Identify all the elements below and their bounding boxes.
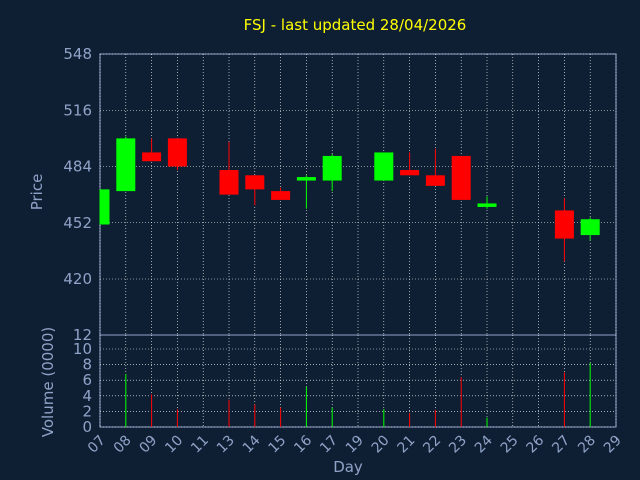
x-tick-label: 22	[420, 433, 444, 457]
x-tick-label: 20	[369, 433, 393, 457]
candle-body	[554, 210, 574, 239]
x-tick-label: 16	[291, 432, 315, 456]
candle-body	[100, 189, 110, 225]
chart-title: FSJ - last updated 28/04/2026	[244, 16, 467, 34]
candle-body	[580, 219, 600, 236]
candle-body	[219, 170, 239, 195]
volume-axis-label: Volume (0000)	[39, 327, 57, 437]
price-tick-label: 452	[63, 214, 92, 232]
candle-body	[477, 203, 497, 207]
price-tick-label: 484	[63, 158, 92, 176]
volume-tick-label: 10	[73, 340, 92, 358]
volume-tick-label: 12	[73, 326, 92, 344]
candle-body	[425, 175, 445, 186]
candle-body	[116, 138, 136, 192]
x-tick-label: 21	[395, 433, 419, 457]
candle-body	[451, 155, 471, 200]
x-tick-label: 13	[214, 433, 238, 457]
x-tick-label: 23	[446, 433, 470, 457]
volume-tick-label: 4	[82, 387, 92, 405]
candle-body	[296, 177, 316, 181]
price-tick-label: 516	[63, 101, 92, 119]
x-tick-label: 08	[111, 433, 135, 457]
price-tick-label: 548	[63, 45, 92, 63]
candle-body	[374, 152, 394, 181]
candle-body	[167, 138, 187, 167]
x-tick-label: 09	[137, 433, 161, 457]
candle-body	[245, 175, 265, 190]
x-tick-label: 28	[575, 433, 599, 457]
x-axis-label: Day	[333, 458, 363, 476]
candle-body	[142, 152, 162, 162]
volume-tick-label: 8	[82, 356, 92, 374]
x-tick-label: 07	[85, 433, 109, 457]
volume-tick-label: 2	[82, 402, 92, 420]
x-tick-label: 25	[498, 433, 522, 457]
x-tick-label: 14	[240, 432, 264, 456]
x-tick-label: 19	[343, 433, 367, 457]
candle-body	[322, 155, 342, 181]
x-tick-label: 15	[266, 433, 290, 457]
candle-body	[271, 191, 291, 200]
candle-body	[400, 170, 420, 176]
x-tick-label: 29	[601, 433, 625, 457]
x-tick-label: 17	[317, 433, 341, 457]
x-tick-label: 24	[472, 432, 496, 456]
x-tick-label: 11	[188, 433, 212, 457]
price-tick-label: 420	[63, 270, 92, 288]
volume-tick-label: 0	[82, 418, 92, 436]
price-axis-label: Price	[28, 174, 46, 211]
x-tick-label: 10	[162, 433, 186, 457]
x-tick-label: 27	[549, 433, 573, 457]
x-tick-label: 26	[524, 432, 548, 456]
price-panel: 420 452 484 516 548	[63, 45, 617, 336]
volume-tick-label: 6	[82, 371, 92, 389]
